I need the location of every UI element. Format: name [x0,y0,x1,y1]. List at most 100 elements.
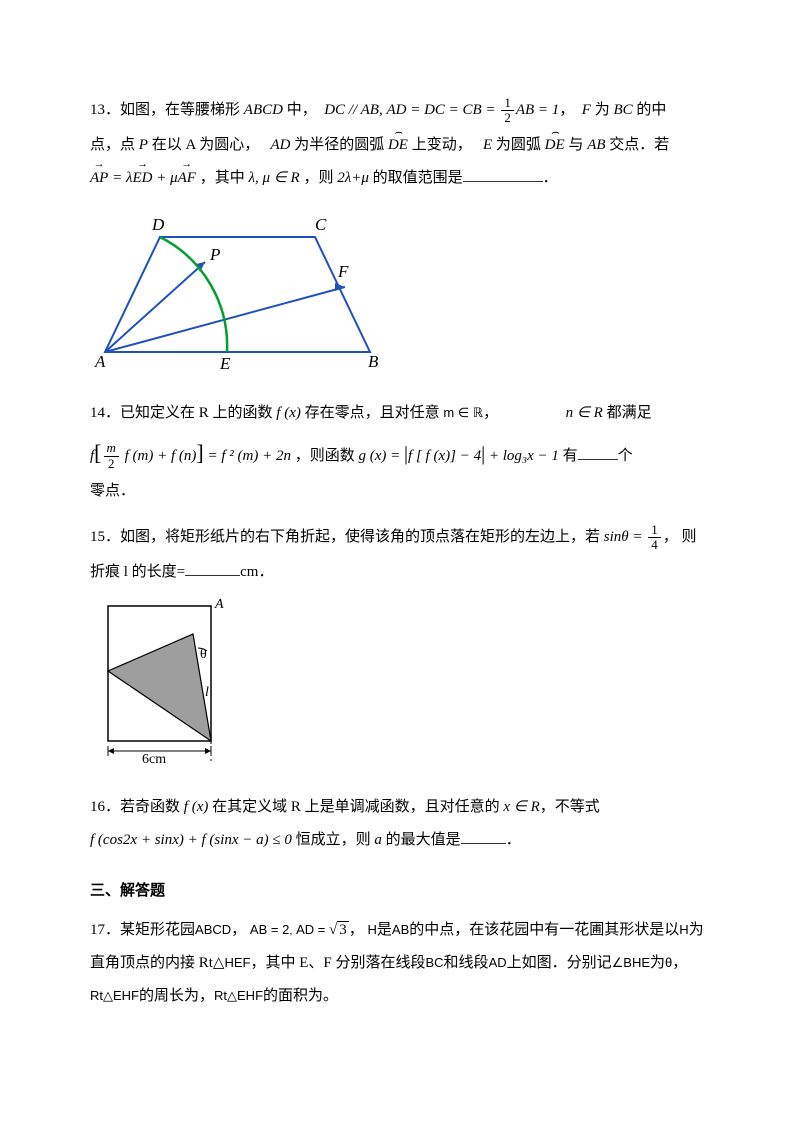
p16-xr: x ∈ R [503,799,539,815]
p16-t3: ，不等式 [540,799,600,815]
p13-t11: 与 [565,137,588,153]
p13-t10: 为圆弧 [492,137,545,153]
p13-pm: + μ [152,170,177,186]
p17-t1: 某矩形花园 [120,922,195,938]
p14-mr: m ∈ ℝ [443,405,483,420]
p16-a: a [374,832,382,848]
fig13-P: P [209,245,220,264]
p13-ad: AD [270,137,290,153]
p14-t8: 零点． [90,483,135,499]
p16-eq: f (cos2x + sinx) + f (sinx − a) ≤ 0 [90,832,292,848]
p16-t6: ． [506,832,521,848]
p13-lmr: λ, μ ∈ R [248,170,299,186]
p17-t9: 上如图．分别记 [507,955,612,971]
p16-fx: f (x) [184,799,209,815]
p14-abs: f [ f (x)] − 4 [408,448,481,464]
fold-svg: A θ l 6cm [90,596,240,766]
p13-vap: AP [90,165,108,192]
p14-rhs: = f ² (m) + 2n [204,448,291,464]
problem-15: 15．如图，将矩形纸片的右下角折起，使得该角的顶点落在矩形的左边上，若 sinθ… [90,523,710,776]
p17-t13: 的面积为。 [263,988,338,1004]
p17-t3: ， [349,922,364,938]
p17-abcd: ABCD [195,922,231,937]
p17-t3b: 是 [377,922,392,938]
p17-rt2: Rt△EHF [214,988,263,1003]
p14-fx: f (x) [276,405,301,421]
p14-t7: 个 [618,448,633,464]
p17-t10: 为 [650,955,665,971]
p14-nr: n ∈ R [566,405,603,421]
p14-num: 14． [90,405,120,421]
p13-t12: 交点．若 [606,137,670,153]
p13-f: F [582,102,591,118]
p13-de1: DE [388,132,408,159]
p15-num: 15． [90,529,120,545]
p13-t8: 为半径的圆弧 [290,137,388,153]
p13-t1: 如图，在等腰梯形 [120,102,244,118]
p13-t6: 点，点 [90,137,139,153]
p13-blank [463,166,543,182]
p17-num: 17． [90,922,120,938]
p17-h: H [368,922,377,937]
p13-de2: DE [545,132,565,159]
p14-t5: ，则函数 [291,448,359,464]
fig15-A: A [214,597,224,612]
p13-2lm: 2λ+μ [337,170,369,186]
p13-eqs: = λ [108,170,132,186]
p17-hef: HEF [224,955,250,970]
fig13-F: F [337,262,349,281]
p17-rt1: Rt△EHF [90,988,139,1003]
p17-t12: 的周长为， [139,988,214,1004]
p13-e: E [483,137,492,153]
p17-h2: H [679,922,688,937]
p13-p: P [139,137,148,153]
fig15-theta: θ [200,647,207,662]
p17-t4: 的中点，在该花园中有一花圃其形状是以 [409,922,679,938]
p13-t7: 在以 A 为圆心， [148,137,259,153]
p17-ad: AD = [296,922,329,937]
p17-bc: BC [425,955,443,970]
p13-vaf: AF [178,165,196,192]
p16-blank [461,828,506,844]
p13-t9: 上变动， [408,137,472,153]
p15-sin: sinθ = [604,529,647,545]
p16-t1: 若奇函数 [120,799,184,815]
fig13-B: B [368,352,379,371]
p14-blank [578,444,618,460]
page-container: 13．如图，在等腰梯形 ABCD 中， DC // AB, AD = DC = … [0,0,800,1132]
fig13-A: A [94,352,106,371]
p13-bc: BC [613,102,632,118]
problem-16: 16．若奇函数 f (x) 在其定义域 R 上是单调减函数，且对任意的 x ∈ … [90,794,710,854]
p14-frac: m2 [104,441,119,471]
p14-t3: ， [483,405,498,421]
p17-ab: AB = 2 [250,922,289,937]
p13-t4: 为 [591,102,614,118]
p13-frac-half: 12 [501,96,514,126]
section-3-heading: 三、解答题 [90,878,710,905]
p13-addccb: AD = DC = CB = [386,102,499,118]
p17-t8: 和线段 [444,955,489,971]
p15-t3: 折痕 l 的长度= [90,564,185,580]
fig13-E: E [219,354,231,372]
p13-t2: 中， [283,102,317,118]
p15-unit: cm． [240,564,273,580]
p13-abcd: ABCD [244,102,283,118]
p14-gx: g (x) = [359,448,405,464]
p16-t5: 的最大值是 [382,832,461,848]
p13-t3: ， [559,102,574,118]
p17-t2: ， [231,922,246,938]
p17-t5: 为 [689,922,704,938]
p16-t2: 在其定义域 R 上是单调减函数，且对任意的 [208,799,503,815]
p17-t11: ， [672,955,687,971]
problem-14: 14．已知定义在 R 上的函数 f (x) 存在零点，且对任意 m ∈ ℝ， n… [90,400,710,506]
p15-t1: 如图，将矩形纸片的右下角折起，使得该角的顶点落在矩形的左边上，若 [120,529,604,545]
p13-dcab: DC // AB [324,102,379,118]
p14-in: f (m) + f (n) [125,448,197,464]
svg-text:l: l [205,685,209,700]
p13-num: 13． [90,102,120,118]
p16-num: 16． [90,799,120,815]
p13-ab1: AB = 1 [516,102,559,118]
p13-figure: D C P F A E B [90,202,710,382]
p13-ab2: AB [587,137,605,153]
p13-t14: ，则 [300,170,338,186]
